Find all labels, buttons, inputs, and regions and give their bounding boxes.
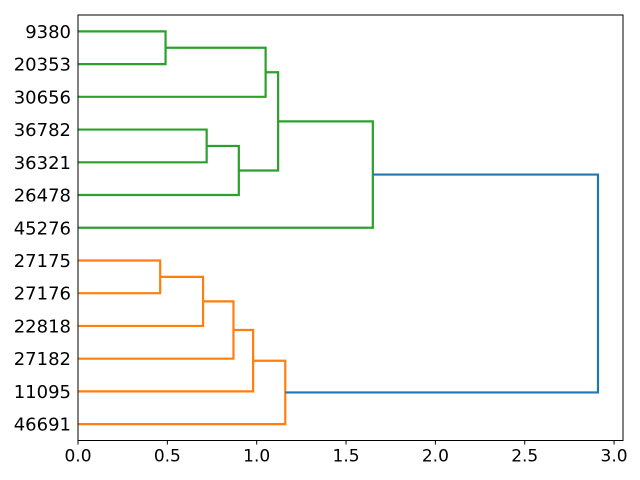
x-tick-label: 1.0 bbox=[243, 447, 270, 467]
dendrogram-link bbox=[238, 71, 280, 172]
leaf-label: 45276 bbox=[14, 218, 71, 239]
dendrogram-link bbox=[78, 300, 235, 360]
leaf-label: 20353 bbox=[14, 55, 71, 76]
leaf-label: 22818 bbox=[14, 316, 71, 337]
axes-spines bbox=[77, 14, 624, 441]
leaf-label: 9380 bbox=[25, 22, 71, 43]
leaf-label: 26478 bbox=[14, 186, 71, 207]
x-tick-label: 2.0 bbox=[422, 447, 449, 467]
x-tick-label: 2.5 bbox=[511, 447, 538, 467]
leaf-label: 30656 bbox=[14, 87, 71, 108]
x-tick-label: 3.0 bbox=[601, 447, 628, 467]
leaf-label: 11095 bbox=[14, 382, 71, 403]
x-tick-label: 0.5 bbox=[154, 447, 181, 467]
leaf-label: 27182 bbox=[14, 349, 71, 370]
leaf-label: 46691 bbox=[14, 415, 71, 436]
dendrogram-link bbox=[78, 30, 167, 66]
x-tick-label: 0.0 bbox=[64, 447, 91, 467]
leaf-label: 27176 bbox=[14, 284, 71, 305]
dendrogram-link bbox=[78, 120, 374, 229]
leaf-label: 27175 bbox=[14, 251, 71, 272]
dendrogram-link bbox=[285, 173, 600, 394]
leaf-label: 36321 bbox=[14, 153, 71, 174]
x-tick-label: 1.5 bbox=[333, 447, 360, 467]
leaf-label: 36782 bbox=[14, 120, 71, 141]
